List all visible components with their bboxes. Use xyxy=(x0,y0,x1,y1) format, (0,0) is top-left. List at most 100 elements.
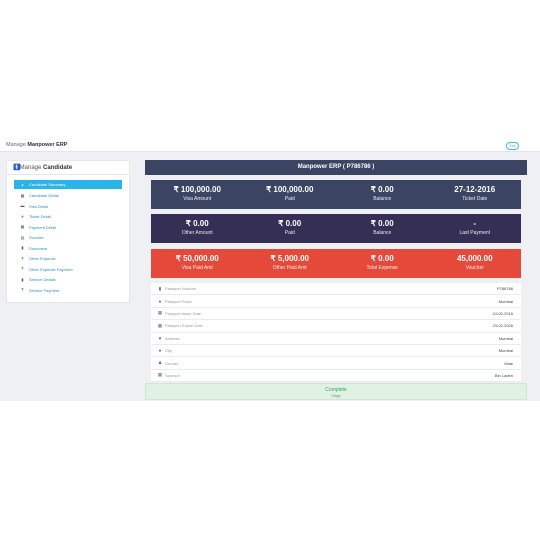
sidebar-item-voucher[interactable]: ▤ Voucher xyxy=(14,233,122,244)
detail-key: City xyxy=(165,348,172,354)
rupee-icon: ₹ xyxy=(21,287,24,293)
top-bar: Manage Manpower ERP Exit xyxy=(0,141,540,152)
stat-label: Ticket Date xyxy=(462,196,488,202)
sidebar-item-label: Visa Detail xyxy=(29,203,49,209)
sidebar-item-candidate-detail[interactable]: ▦ Candidate Detail xyxy=(14,191,122,202)
sidebar-item-label: Ticket Detail xyxy=(29,214,51,220)
sidebar-item-label: Other Expense Payment xyxy=(29,266,73,272)
detail-key: Passport Number xyxy=(165,286,197,292)
sidebar-item-label: Voucher xyxy=(29,235,44,241)
stat-other-paid: ₹ 0.00 Paid xyxy=(244,214,337,243)
stat-label: Last Payment xyxy=(459,230,491,236)
candidate-banner: Manpower ERP ( P786786 ) xyxy=(145,160,527,175)
stat-value: ₹ 0.00 xyxy=(370,254,394,263)
page-title-prefix: Manage xyxy=(6,142,26,148)
status-complete: Complete Stage xyxy=(145,383,527,401)
sidebar-item-visa-detail[interactable]: ▬ Visa Detail xyxy=(14,201,122,212)
rupee-icon: ₹ xyxy=(21,266,24,272)
stat-visa-amount: ₹ 100,000.00 Visa Amount xyxy=(151,180,244,209)
table-icon: ▦ xyxy=(20,192,25,198)
page-title: Manage Manpower ERP xyxy=(6,142,67,148)
stat-label: Total Expense xyxy=(366,265,398,271)
voucher-icon: ▤ xyxy=(20,234,25,240)
detail-row-sponsor: ▦ Sponsor Bin Laden xyxy=(151,370,521,383)
sidebar-item-document[interactable]: ▮ Document xyxy=(14,243,122,254)
plane-icon: ✈ xyxy=(20,213,25,219)
calendar-icon: ▦ xyxy=(157,322,163,328)
summary-icon: ◕ xyxy=(21,181,24,187)
sidebar-title-bold: Candidate xyxy=(43,165,73,171)
detail-row-passport-number: ▮ Passport Number P786786 xyxy=(151,283,521,296)
stat-value: ₹ 100,000.00 xyxy=(173,185,221,194)
stat-value: ₹ 0.00 xyxy=(370,219,394,228)
sidebar-item-other-expense[interactable]: ₹ Other Expense xyxy=(14,254,122,265)
status-label: Complete xyxy=(325,387,347,394)
stat-ticket-date: 27-12-2016 Ticket Date xyxy=(429,180,522,209)
stat-visa-paid: ₹ 100,000.00 Paid xyxy=(244,180,337,209)
sidebar-item-payment-detail[interactable]: ▦ Payment Detail xyxy=(14,222,122,233)
calendar-icon: ▦ xyxy=(157,310,163,316)
page-title-app: Manpower ERP xyxy=(27,142,68,148)
detail-value: Bin Laden xyxy=(494,372,513,378)
stat-visa-balance: ₹ 0.00 Balance xyxy=(336,180,429,209)
stat-label: Visa Paid Amt xyxy=(181,265,213,271)
stat-voucher: 45,000.00 Voucher xyxy=(429,249,522,278)
globe-icon: ● xyxy=(158,348,162,354)
stat-value: ₹ 0.00 xyxy=(185,219,209,228)
sidebar-item-label: Document xyxy=(29,245,48,251)
stat-value: 27-12-2016 xyxy=(454,185,496,194)
book-icon: ▮ xyxy=(21,276,24,282)
stat-other-amount: ₹ 0.00 Other Amount xyxy=(151,214,244,243)
detail-row-gender: ♟ Gender Male xyxy=(151,357,521,370)
sidebar-item-label: Payment Detail xyxy=(29,224,57,230)
detail-value: Male xyxy=(504,360,513,366)
sidebar-item-ticket-detail[interactable]: ✈ Ticket Detail xyxy=(14,212,122,223)
detail-row-passport-expire-date: ▦ Passport Expire Date 23-02-2026 xyxy=(151,320,521,333)
main-panel: Manpower ERP ( P786786 ) ₹ 100,000.00 Vis… xyxy=(145,160,527,401)
book-icon: ▮ xyxy=(21,245,24,251)
stat-label: Other Paid Amt xyxy=(272,265,307,271)
person-icon: ♟ xyxy=(157,360,163,366)
sidebar-item-service-details[interactable]: ▮ Service Details xyxy=(14,275,122,286)
sidebar-item-label: Candidate Summary xyxy=(29,182,66,187)
stat-value: ₹ 100,000.00 xyxy=(266,185,314,194)
sidebar-item-label: Service Payment xyxy=(29,287,60,293)
detail-value: P786786 xyxy=(496,286,513,292)
detail-row-passport-place: ● Passport Place Mumbai xyxy=(151,295,521,308)
stat-last-payment: - Last Payment xyxy=(429,214,522,243)
stat-label: Voucher xyxy=(465,265,484,271)
detail-value: 24-02-2016 xyxy=(492,310,513,316)
sidebar-item-label: Candidate Detail xyxy=(29,193,59,199)
stat-label: Balance xyxy=(373,230,392,236)
detail-value: Mumbai xyxy=(498,335,513,341)
stat-visa-paid-amt: ₹ 50,000.00 Visa Paid Amt xyxy=(151,249,244,278)
calendar-icon: ▦ xyxy=(20,224,25,230)
sidebar-title-prefix: Manage xyxy=(19,165,42,171)
candidate-details: ▮ Passport Number P786786 ● Passport Place M… xyxy=(151,283,521,383)
status-sub-label: Stage xyxy=(331,394,341,399)
stat-total-expense: ₹ 0.00 Total Expense xyxy=(336,249,429,278)
detail-row-passport-issue-date: ▦ Passport Issue Date 24-02-2016 xyxy=(151,308,521,321)
stat-label: Paid xyxy=(284,196,295,202)
stat-value: 45,000.00 xyxy=(456,254,493,263)
stat-value: - xyxy=(473,219,477,228)
sidebar: 🚹 Manage Candidate ◕ Candidate Summary ▦ C… xyxy=(6,160,130,303)
stat-value: ₹ 0.00 xyxy=(370,185,394,194)
sidebar-menu: ◕ Candidate Summary ▦ Candidate Detail ▬ Vi… xyxy=(7,175,129,296)
sidebar-item-other-expense-payment[interactable]: ₹ Other Expense Payment xyxy=(14,264,122,275)
sidebar-item-label: Other Expense xyxy=(29,256,56,262)
card-icon: ▬ xyxy=(20,203,25,209)
stat-value: ₹ 5,000.00 xyxy=(270,254,309,263)
detail-key: Passport Issue Date xyxy=(165,310,202,316)
sidebar-item-label: Service Details xyxy=(29,277,56,283)
detail-key: Gender xyxy=(165,360,179,366)
detail-key: Sponsor xyxy=(165,372,180,378)
map-marker-icon: ▼ xyxy=(157,335,163,341)
detail-key: Passport Expire Date xyxy=(165,323,203,329)
sidebar-item-service-payment[interactable]: ₹ Service Payment xyxy=(14,285,122,296)
detail-key: Address xyxy=(165,335,180,341)
exit-button[interactable]: Exit xyxy=(506,142,519,150)
sidebar-item-candidate-summary[interactable]: ◕ Candidate Summary xyxy=(14,180,122,189)
stat-label: Visa Amount xyxy=(183,196,212,202)
detail-value: Mumbai xyxy=(498,348,513,354)
